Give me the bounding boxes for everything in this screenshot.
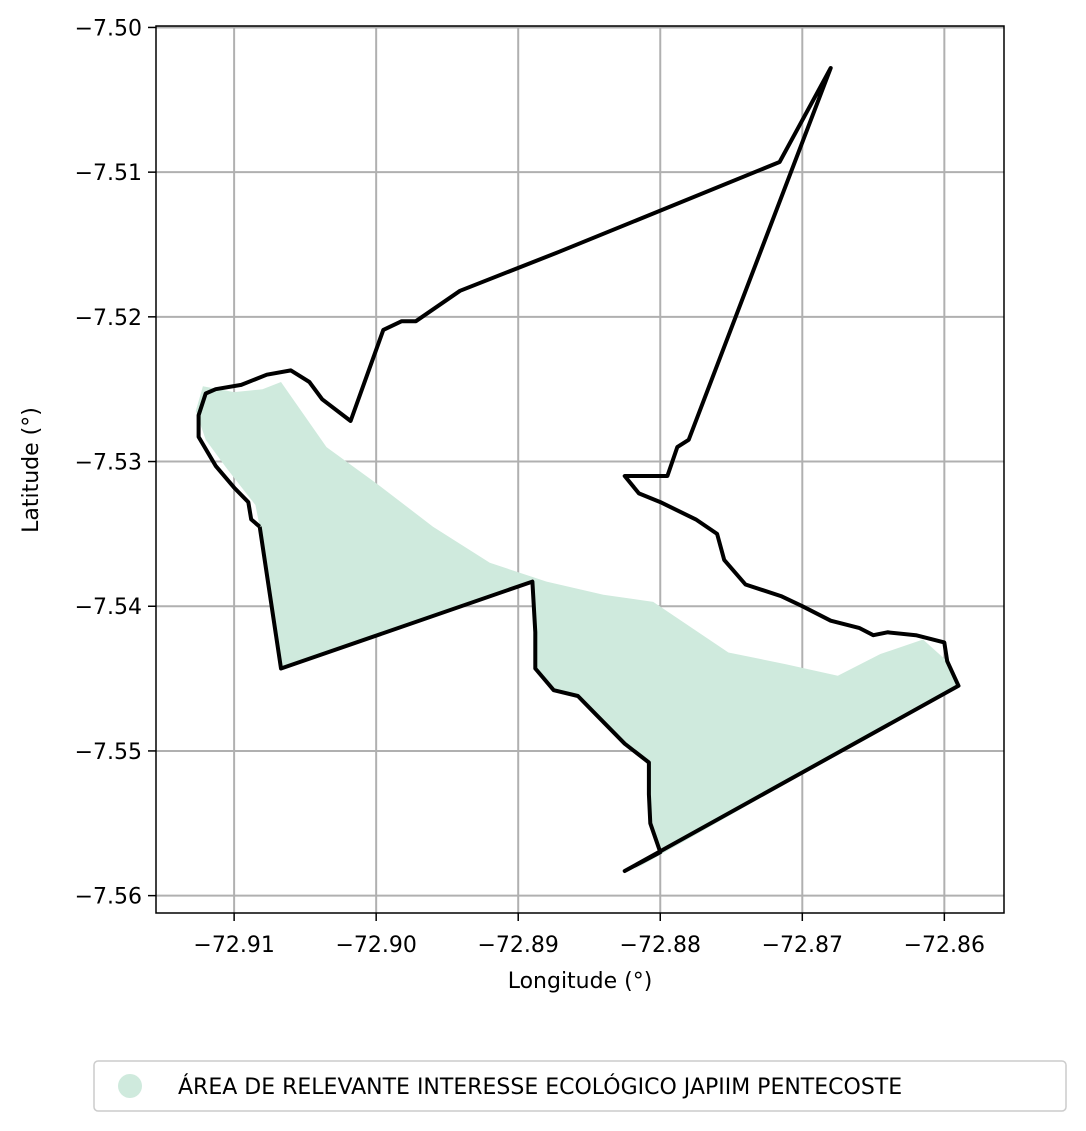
x-tick-label: −72.91 [193,933,274,958]
y-axis-ticks: −7.50 −7.51 −7.52 −7.53 −7.54 −7.55 −7.56 [75,16,156,910]
protected-area-fill [195,382,959,871]
y-tick-label: −7.55 [75,740,142,765]
y-tick-label: −7.54 [75,595,142,620]
y-tick-label: −7.56 [75,885,142,910]
x-tick-label: −72.88 [620,933,701,958]
x-tick-label: −72.89 [478,933,559,958]
plot-frame [155,25,1005,914]
legend-swatch [118,1074,142,1098]
municipal-boundary-line [196,66,961,873]
legend-entry-label: ÁREA DE RELEVANTE INTERESSE ECOLÓGICO JA… [178,1074,902,1100]
y-tick-label: −7.53 [75,451,142,476]
y-tick-label: −7.50 [75,16,142,41]
x-axis-label: Longitude (°) [508,969,653,994]
x-tick-label: −72.90 [335,933,416,958]
y-tick-label: −7.51 [75,161,142,186]
y-axis-label: Latitude (°) [19,407,44,533]
x-tick-label: −72.87 [762,933,843,958]
x-tick-label: −72.86 [904,933,985,958]
legend: ÁREA DE RELEVANTE INTERESSE ECOLÓGICO JA… [93,1060,1067,1112]
plot-area [155,25,1005,914]
x-axis-ticks: −72.91 −72.90 −72.89 −72.88 −72.87 −72.86 [193,913,985,958]
legend-frame [93,1060,1067,1112]
y-tick-label: −7.52 [75,306,142,331]
